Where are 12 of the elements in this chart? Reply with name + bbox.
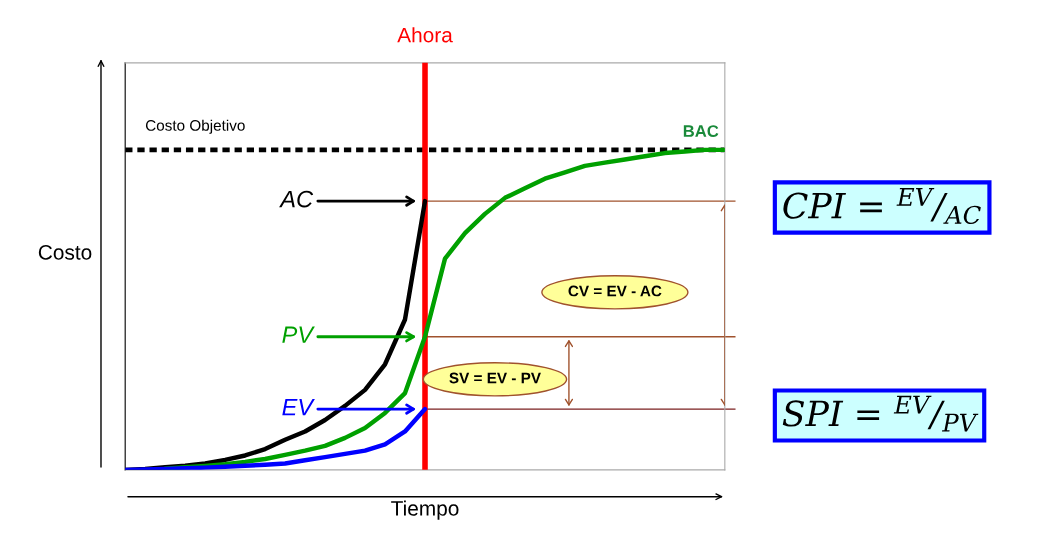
ref-line-label: Costo Objetivo [145,119,245,134]
legend-label: AC [279,190,314,208]
y-axis-title: Costo [38,244,92,260]
legend-label: EV [282,398,315,416]
legend-label: PV [282,326,315,343]
text: CPI = $^{EV}$/$_{AC}$ [783,187,981,225]
text: SPI = $^{EV}$/$_{PV}$ [782,395,979,432]
annotation: CV = EV - AC [568,285,662,297]
annotation: BAC [683,125,719,137]
x-axis-title: Tiempo [391,500,459,520]
annotation: SV = EV - PV [449,372,541,384]
text: Ahora [397,27,453,43]
